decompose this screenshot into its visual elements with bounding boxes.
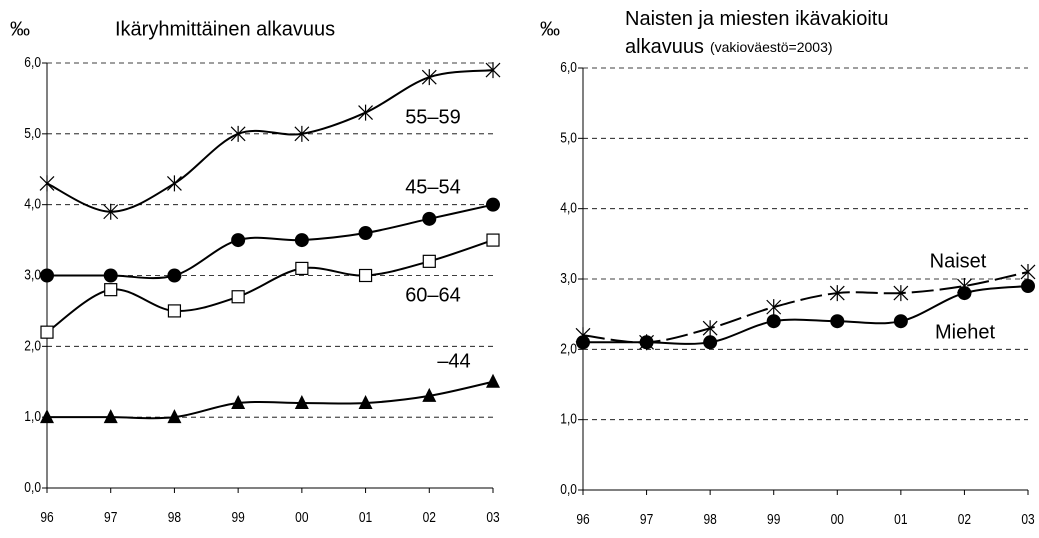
y-tick-label: 0,0 [24, 479, 41, 496]
series-label: –44 [437, 350, 470, 372]
marker [766, 314, 781, 329]
x-tick-label: 99 [767, 511, 780, 528]
x-tick-label: 97 [640, 511, 653, 528]
x-tick-label: 96 [576, 511, 589, 528]
marker [167, 409, 182, 424]
marker [358, 268, 373, 283]
chart-subtitle: (vakioväestö=2003) [710, 39, 833, 55]
x-tick-label: 01 [359, 509, 372, 526]
y-tick-label: 4,0 [24, 195, 41, 212]
marker [294, 125, 310, 142]
marker [422, 211, 437, 226]
marker [358, 226, 373, 240]
x-tick-label: 03 [1021, 511, 1034, 528]
x-tick-label: 02 [958, 511, 971, 528]
marker [766, 299, 782, 316]
marker [485, 62, 501, 79]
marker [639, 335, 654, 350]
marker [358, 104, 373, 121]
marker [829, 285, 845, 302]
y-tick-label: 5,0 [24, 125, 41, 142]
marker [40, 409, 54, 424]
marker [103, 409, 118, 424]
marker [39, 175, 55, 192]
marker [830, 314, 845, 329]
y-unit: ‰ [10, 18, 30, 40]
x-tick-label: 02 [423, 509, 436, 526]
y-tick-label: 3,0 [24, 266, 41, 283]
marker [893, 314, 908, 329]
x-tick-label: 00 [295, 509, 309, 526]
marker [957, 286, 972, 301]
y-tick-label: 2,0 [560, 340, 577, 357]
marker [103, 203, 119, 220]
x-tick-label: 97 [104, 509, 117, 526]
y-unit: ‰ [540, 18, 560, 40]
chart-title: Naisten ja miesten ikävakioitu alkavuus (v… [625, 8, 888, 58]
marker [40, 268, 54, 283]
x-tick-label: 03 [486, 509, 499, 526]
x-tick-label: 98 [703, 511, 716, 528]
marker [231, 233, 246, 248]
marker [422, 254, 436, 268]
marker [104, 283, 118, 297]
marker [294, 395, 309, 409]
series-label: Naiset [930, 250, 987, 272]
chart-title: Ikäryhmittäinen alkavuus [115, 18, 335, 40]
y-tick-label: 6,0 [560, 59, 577, 76]
y-tick-label: 1,0 [560, 410, 577, 427]
marker [167, 175, 182, 192]
series-label: 55–59 [405, 106, 461, 128]
x-tick-label: 96 [40, 509, 53, 526]
y-tick-label: 5,0 [560, 129, 577, 146]
x-tick-label: 00 [831, 511, 845, 528]
marker [1021, 279, 1035, 294]
x-tick-label: 99 [231, 509, 244, 526]
series-label: Miehet [935, 321, 995, 343]
marker [358, 395, 373, 409]
y-tick-label: 2,0 [24, 337, 41, 354]
series-label: 45–54 [405, 176, 461, 198]
y-tick-label: 0,0 [560, 481, 577, 498]
series-line [46, 69, 494, 213]
x-tick-label: 01 [894, 511, 907, 528]
marker [295, 261, 309, 276]
marker [167, 304, 182, 318]
marker [231, 290, 245, 304]
marker [576, 335, 590, 350]
marker [486, 197, 500, 212]
marker [893, 285, 909, 302]
marker [422, 387, 437, 402]
marker [40, 325, 54, 339]
marker [702, 320, 718, 337]
y-tick-label: 4,0 [560, 199, 577, 216]
marker [421, 69, 437, 86]
y-tick-label: 1,0 [24, 408, 41, 425]
series-label: 60–64 [405, 284, 461, 306]
y-tick-label: 6,0 [24, 54, 41, 71]
marker [703, 335, 718, 350]
marker [1020, 263, 1036, 280]
marker [230, 125, 246, 142]
marker [231, 395, 246, 409]
marker [167, 268, 182, 283]
marker [486, 373, 500, 388]
marker [103, 268, 118, 283]
marker [294, 233, 309, 248]
y-tick-label: 3,0 [560, 270, 577, 287]
marker [486, 233, 500, 247]
x-tick-label: 98 [168, 509, 181, 526]
